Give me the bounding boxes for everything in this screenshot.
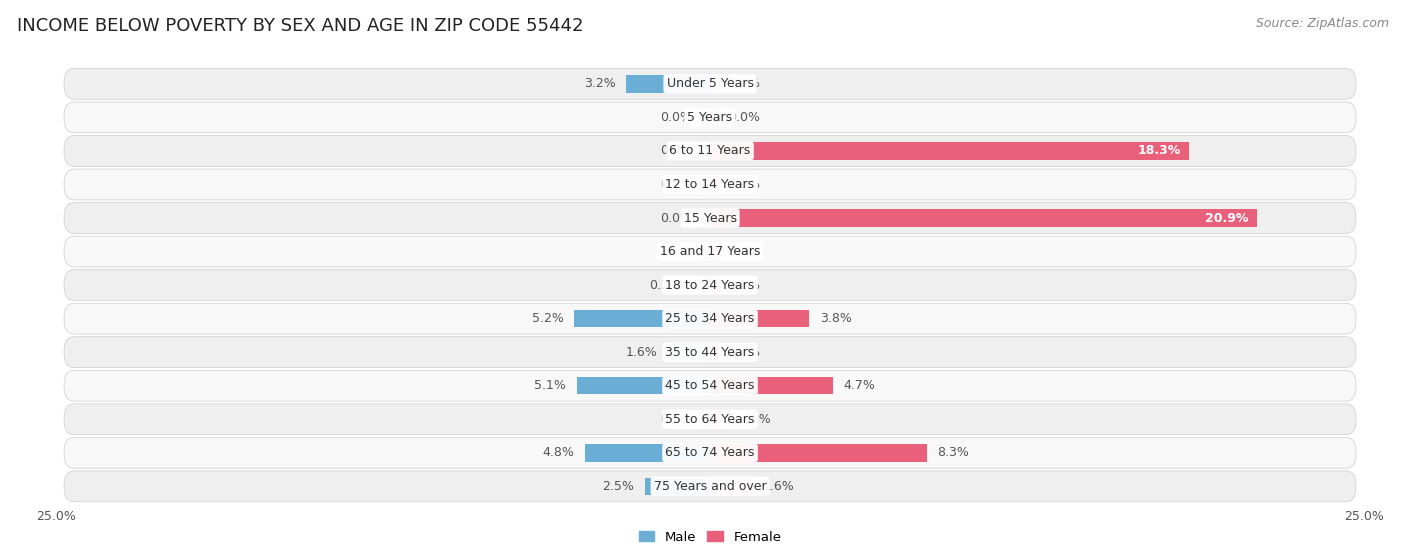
Bar bbox=[702, 243, 710, 260]
FancyBboxPatch shape bbox=[65, 404, 1355, 435]
Bar bbox=[710, 477, 752, 495]
FancyBboxPatch shape bbox=[65, 68, 1355, 100]
Text: 18 to 24 Years: 18 to 24 Years bbox=[665, 278, 755, 292]
Text: 2.5%: 2.5% bbox=[602, 480, 634, 493]
Bar bbox=[585, 444, 710, 462]
Bar bbox=[710, 176, 718, 193]
Text: 15 Years: 15 Years bbox=[683, 211, 737, 225]
Text: 5 Years: 5 Years bbox=[688, 111, 733, 124]
Bar bbox=[710, 209, 1257, 227]
Text: 0.0%: 0.0% bbox=[659, 178, 692, 191]
Text: 6 to 11 Years: 6 to 11 Years bbox=[669, 144, 751, 158]
Bar bbox=[710, 142, 1188, 160]
Text: 0.0%: 0.0% bbox=[728, 345, 761, 359]
Text: Source: ZipAtlas.com: Source: ZipAtlas.com bbox=[1256, 17, 1389, 30]
Bar bbox=[668, 343, 710, 361]
Text: 16 and 17 Years: 16 and 17 Years bbox=[659, 245, 761, 258]
Legend: Male, Female: Male, Female bbox=[633, 525, 787, 549]
FancyBboxPatch shape bbox=[65, 437, 1355, 468]
Text: 4.7%: 4.7% bbox=[844, 379, 876, 392]
Text: 1.6%: 1.6% bbox=[762, 480, 794, 493]
Text: 0.39%: 0.39% bbox=[650, 278, 689, 292]
Bar bbox=[710, 108, 718, 126]
Bar bbox=[710, 310, 810, 328]
Text: 0.0%: 0.0% bbox=[728, 111, 761, 124]
Bar bbox=[576, 377, 710, 395]
Text: 3.8%: 3.8% bbox=[820, 312, 852, 325]
Bar bbox=[574, 310, 710, 328]
Text: 1.6%: 1.6% bbox=[626, 345, 658, 359]
Bar bbox=[710, 343, 718, 361]
Text: 0.0%: 0.0% bbox=[659, 144, 692, 158]
Text: 0.0%: 0.0% bbox=[659, 413, 692, 426]
Bar bbox=[644, 477, 710, 495]
Text: 35 to 44 Years: 35 to 44 Years bbox=[665, 345, 755, 359]
Bar bbox=[710, 410, 721, 428]
Bar bbox=[702, 108, 710, 126]
FancyBboxPatch shape bbox=[65, 303, 1355, 334]
Text: 0.0%: 0.0% bbox=[728, 178, 761, 191]
Text: 25 to 34 Years: 25 to 34 Years bbox=[665, 312, 755, 325]
FancyBboxPatch shape bbox=[65, 236, 1355, 267]
Bar bbox=[702, 410, 710, 428]
Text: 0.41%: 0.41% bbox=[731, 413, 770, 426]
Bar bbox=[710, 377, 832, 395]
Text: 0.0%: 0.0% bbox=[728, 278, 761, 292]
FancyBboxPatch shape bbox=[65, 202, 1355, 234]
Text: 0.0%: 0.0% bbox=[659, 111, 692, 124]
Text: 12 to 14 Years: 12 to 14 Years bbox=[665, 178, 755, 191]
Text: 20.9%: 20.9% bbox=[1205, 211, 1249, 225]
Text: 8.3%: 8.3% bbox=[938, 446, 969, 459]
Text: 75 Years and over: 75 Years and over bbox=[654, 480, 766, 493]
Bar bbox=[702, 142, 710, 160]
Text: 5.1%: 5.1% bbox=[534, 379, 567, 392]
Bar bbox=[702, 209, 710, 227]
Bar bbox=[700, 276, 710, 294]
Text: 4.8%: 4.8% bbox=[543, 446, 574, 459]
Bar bbox=[710, 75, 718, 93]
Text: 3.2%: 3.2% bbox=[583, 77, 616, 91]
Text: 0.0%: 0.0% bbox=[728, 245, 761, 258]
Text: 45 to 54 Years: 45 to 54 Years bbox=[665, 379, 755, 392]
Text: 18.3%: 18.3% bbox=[1137, 144, 1181, 158]
Text: 0.0%: 0.0% bbox=[659, 245, 692, 258]
Text: 55 to 64 Years: 55 to 64 Years bbox=[665, 413, 755, 426]
Text: 0.0%: 0.0% bbox=[659, 211, 692, 225]
Bar bbox=[710, 444, 927, 462]
Text: 5.2%: 5.2% bbox=[531, 312, 564, 325]
FancyBboxPatch shape bbox=[65, 471, 1355, 502]
FancyBboxPatch shape bbox=[65, 269, 1355, 301]
Bar bbox=[710, 276, 718, 294]
Text: INCOME BELOW POVERTY BY SEX AND AGE IN ZIP CODE 55442: INCOME BELOW POVERTY BY SEX AND AGE IN Z… bbox=[17, 17, 583, 35]
FancyBboxPatch shape bbox=[65, 370, 1355, 401]
FancyBboxPatch shape bbox=[65, 169, 1355, 200]
FancyBboxPatch shape bbox=[65, 135, 1355, 167]
Bar bbox=[702, 176, 710, 193]
Bar bbox=[710, 243, 718, 260]
FancyBboxPatch shape bbox=[65, 337, 1355, 368]
Text: 65 to 74 Years: 65 to 74 Years bbox=[665, 446, 755, 459]
FancyBboxPatch shape bbox=[65, 102, 1355, 133]
Text: 0.0%: 0.0% bbox=[728, 77, 761, 91]
Bar bbox=[626, 75, 710, 93]
Text: Under 5 Years: Under 5 Years bbox=[666, 77, 754, 91]
